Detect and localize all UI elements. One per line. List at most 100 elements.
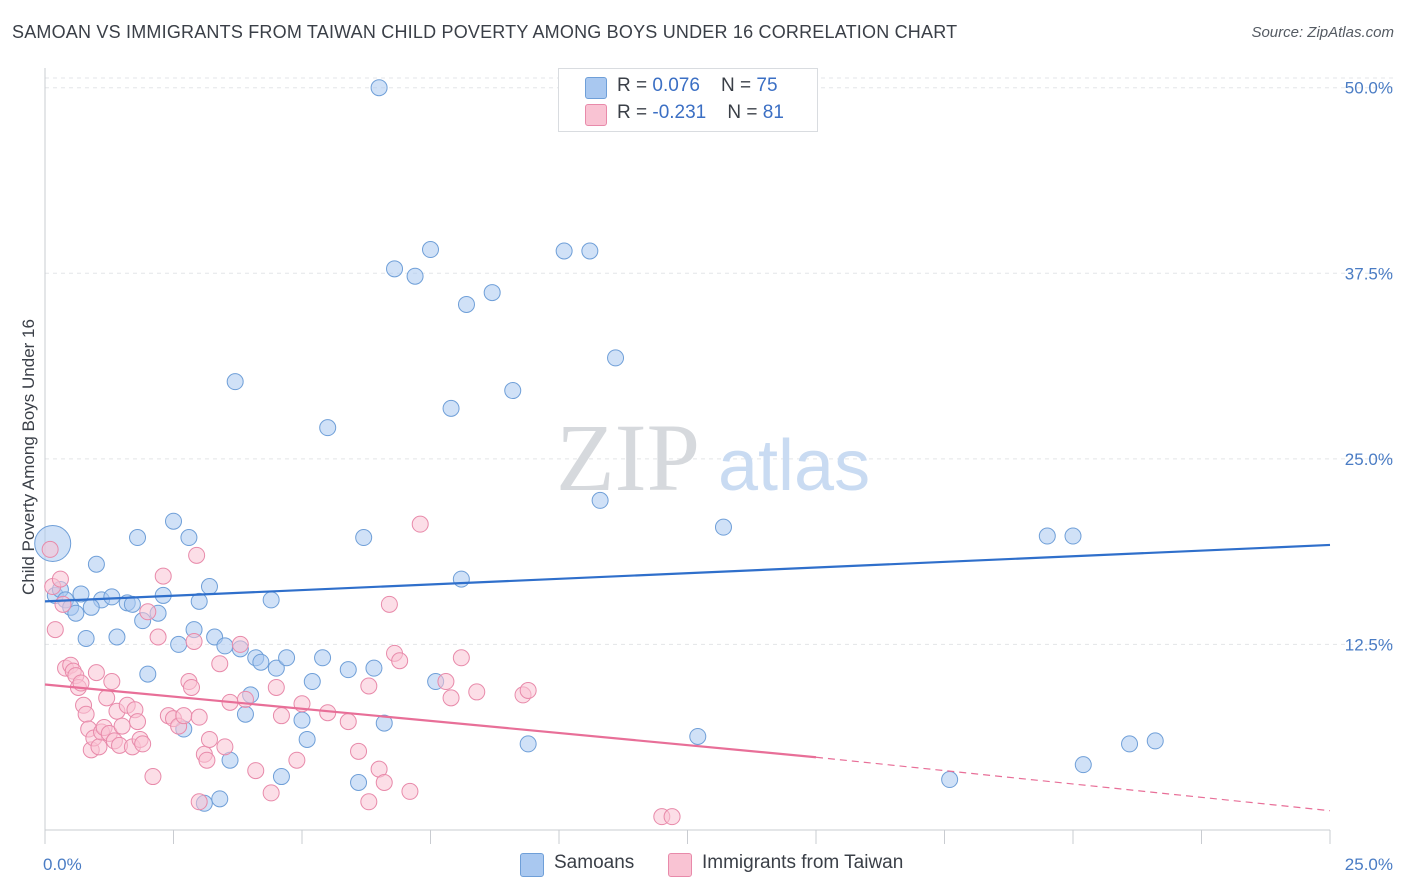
taiwan-point (175, 707, 193, 725)
samoans-point (180, 529, 198, 547)
taiwan-point (211, 655, 229, 673)
source-credit: Source: ZipAtlas.com (1251, 24, 1394, 41)
samoans-point (298, 730, 316, 748)
taiwan-point (154, 567, 172, 585)
taiwan-point (350, 742, 368, 760)
bottom-legend-swatch-taiwan (668, 853, 692, 877)
watermark-atlas: atlas (718, 426, 870, 506)
bottom-legend-label: Immigrants from Taiwan (702, 852, 904, 873)
taiwan-point (144, 768, 162, 786)
x-tick-label-min: 0.0% (43, 855, 82, 874)
y-tick-label: 12.5% (1345, 635, 1393, 654)
watermark: ZIP atlas (556, 404, 870, 511)
samoans-point (386, 260, 404, 278)
samoans-point (457, 295, 475, 313)
samoans-point (165, 512, 182, 530)
y-axis-label: Child Poverty Among Boys Under 16 (19, 319, 38, 595)
correlation-legend: R = 0.076 N = 75 R = -0.231 N = 81 (558, 68, 818, 132)
samoans-point (941, 771, 959, 789)
taiwan-point (663, 808, 681, 826)
taiwan-point (247, 762, 265, 780)
taiwan-point (103, 673, 121, 691)
samoans-point (607, 349, 625, 367)
samoans-trend-line (44, 543, 1331, 603)
taiwan-point (216, 738, 234, 756)
taiwan-point (90, 738, 108, 756)
taiwan-point (198, 751, 216, 769)
taiwan-point (468, 683, 486, 701)
taiwan-point (401, 782, 419, 800)
samoans-point (442, 399, 460, 417)
samoans-point (504, 382, 522, 400)
taiwan-point (519, 681, 537, 699)
legend-n-label: N = (727, 102, 763, 123)
x-tick-label-max: 25.0% (1345, 855, 1393, 874)
taiwan-point (46, 621, 64, 639)
grid-lines (45, 77, 1395, 645)
taiwan-point (442, 689, 460, 707)
taiwan-point (231, 635, 249, 653)
samoans-point (406, 267, 424, 285)
axes (44, 68, 1331, 844)
samoans-point (370, 79, 388, 97)
samoans-point (714, 518, 732, 536)
samoans-point (170, 635, 188, 653)
samoans-point (303, 673, 321, 691)
samoans-point (216, 637, 234, 655)
samoans-point (72, 585, 90, 603)
samoans-point (108, 628, 126, 646)
taiwan-point (391, 652, 409, 670)
samoans-point (278, 649, 296, 667)
samoans-point (1038, 527, 1056, 545)
taiwan-point (190, 793, 208, 811)
taiwan-point (452, 649, 470, 667)
samoans-point (1121, 735, 1139, 753)
legend-r-label: R = (617, 75, 653, 96)
taiwan-point (288, 751, 306, 769)
samoans-point (375, 714, 393, 732)
taiwan-point (185, 632, 203, 650)
samoans-point (87, 555, 105, 573)
taiwan-point (129, 713, 147, 731)
trend-lines (44, 543, 1331, 812)
samoans-point (452, 570, 470, 588)
legend-swatch-samoans (585, 77, 607, 99)
samoans-point (519, 735, 537, 753)
samoans-point (1074, 756, 1092, 774)
samoans-point (82, 598, 100, 616)
samoans-point (422, 241, 439, 259)
taiwan-point (113, 717, 131, 735)
taiwan-point (339, 713, 357, 731)
taiwan-point (360, 793, 378, 811)
legend-r-label: R = (617, 102, 653, 123)
samoans-point (211, 790, 229, 808)
samoans-point (483, 284, 501, 302)
taiwan-point (77, 705, 95, 723)
taiwan-point (267, 678, 285, 696)
taiwan-point (272, 707, 290, 725)
samoans-point (123, 595, 141, 613)
taiwan-point (262, 784, 280, 802)
taiwan-point (375, 773, 393, 791)
taiwan-point (190, 708, 208, 726)
legend-n-value: 81 (762, 102, 784, 123)
taiwan-point (149, 628, 167, 646)
samoans-point (350, 773, 368, 791)
y-tick-label: 37.5% (1345, 264, 1393, 283)
samoans-point (581, 242, 599, 260)
taiwan-point (51, 570, 69, 588)
tick-labels: 12.5% 25.0% 37.5% 50.0% 0.0% 25.0% (43, 79, 1393, 874)
bottom-legend-swatch-samoans (520, 853, 544, 877)
samoans-point (314, 649, 332, 667)
samoans-point (77, 629, 95, 647)
taiwan-point (98, 689, 116, 707)
samoans-point (226, 373, 244, 391)
samoans-point (200, 578, 218, 596)
bottom-legend-label: Samoans (554, 852, 635, 873)
taiwan-trend-line (44, 683, 817, 759)
legend-r-value: -0.231 (652, 102, 707, 123)
taiwan-point (411, 515, 429, 533)
samoans-point (190, 592, 208, 610)
taiwan-point (87, 664, 105, 682)
